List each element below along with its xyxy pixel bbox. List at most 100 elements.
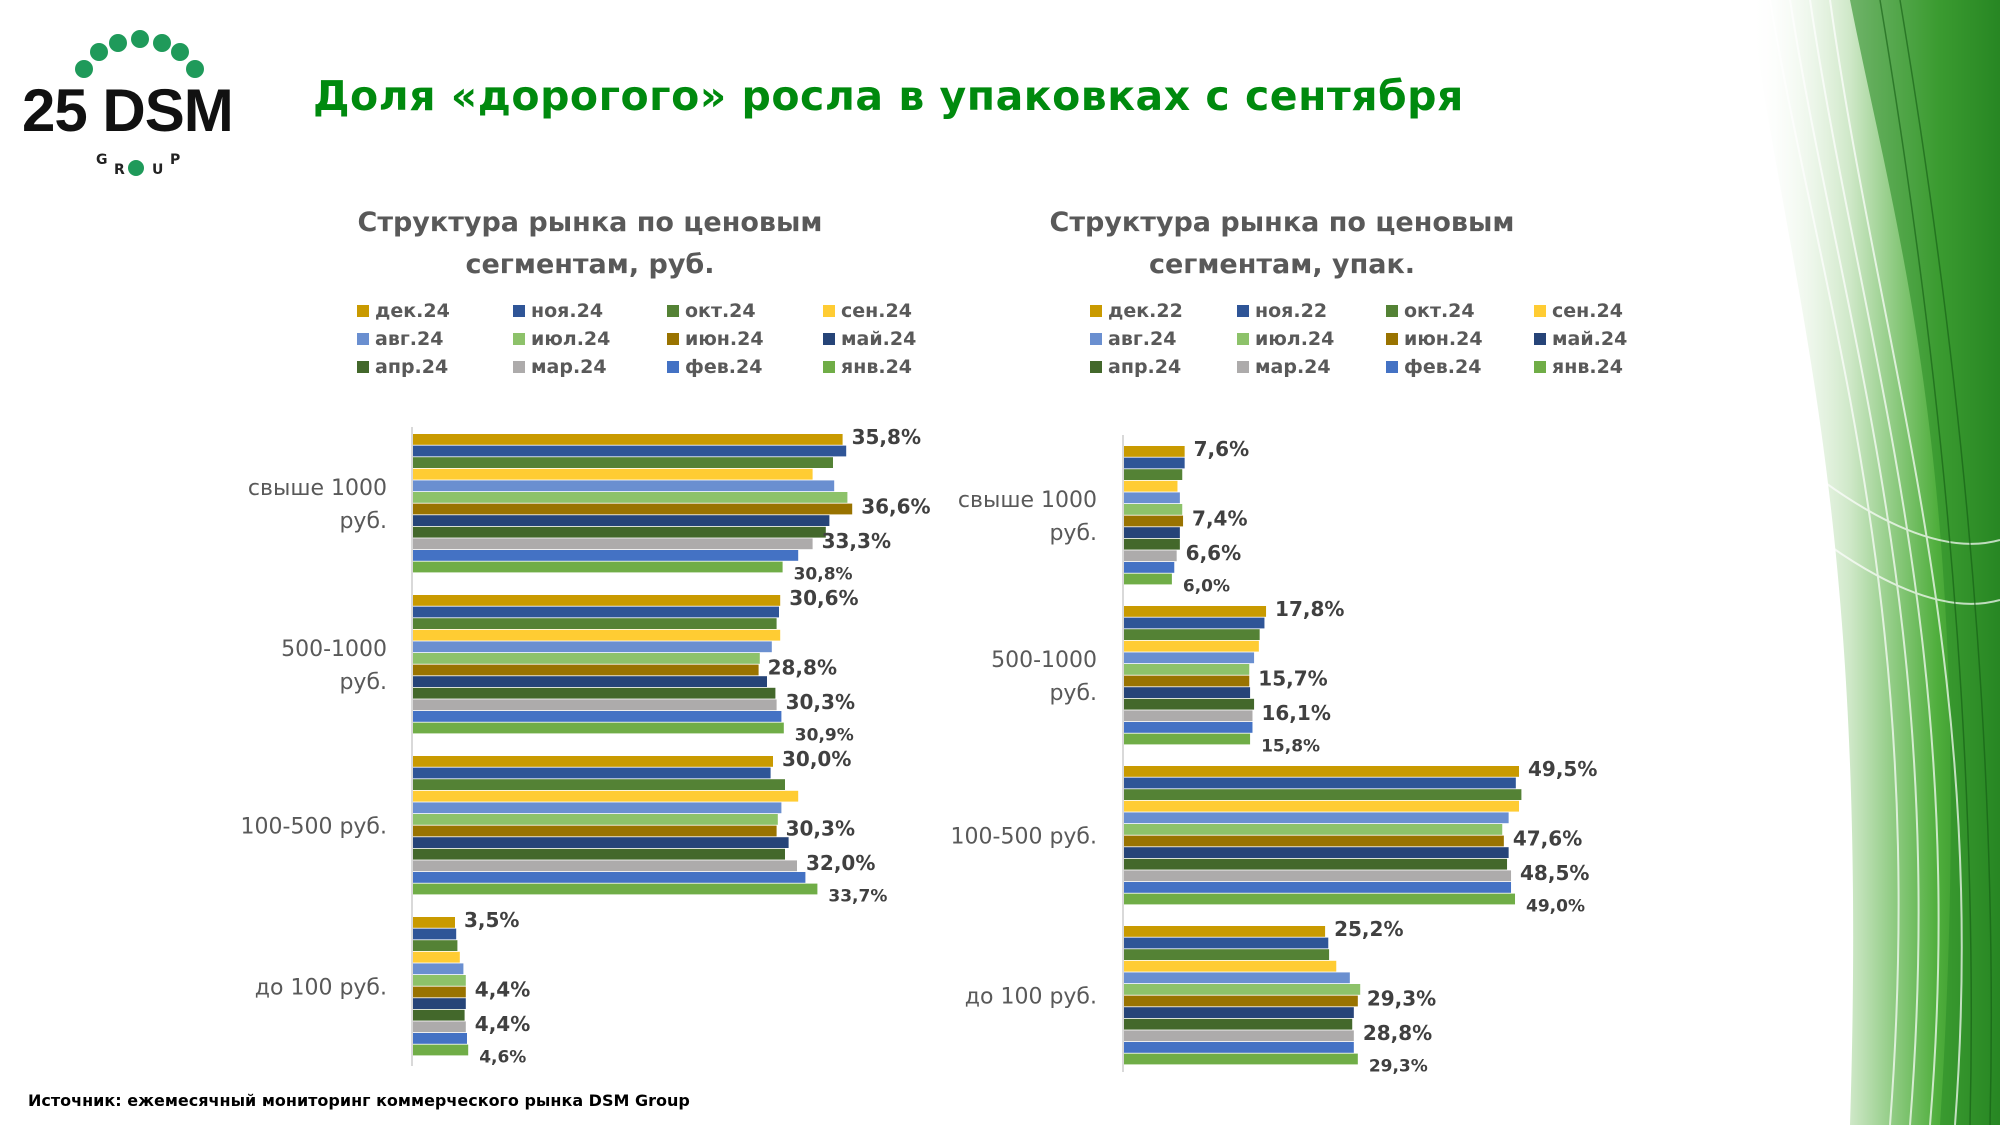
bar <box>1124 457 1185 469</box>
chart-title-line2: сегментам, руб. <box>465 249 715 280</box>
legend-swatch <box>357 361 369 373</box>
data-label: 4,6% <box>479 1047 526 1067</box>
legend-item: апр.24 <box>1090 356 1181 378</box>
legend-swatch <box>1090 361 1102 373</box>
legend-label: июн.24 <box>685 328 764 350</box>
bar <box>1124 640 1259 652</box>
data-label: 32,0% <box>806 851 875 875</box>
category-label: до 100 руб. <box>965 985 1097 1010</box>
bar <box>413 1044 469 1056</box>
legend-swatch <box>667 305 679 317</box>
legend-item: июл.24 <box>513 328 610 350</box>
legend-label: ноя.22 <box>1255 300 1328 322</box>
data-label: 49,0% <box>1526 896 1585 916</box>
bar <box>1124 870 1512 882</box>
legend-swatch <box>1534 305 1546 317</box>
legend-label: фев.24 <box>1404 356 1482 378</box>
bar <box>1124 606 1267 617</box>
bar <box>413 618 777 629</box>
bar <box>1124 960 1337 972</box>
bar <box>413 480 835 492</box>
category-label: свыше 1000 <box>248 476 387 501</box>
bar <box>413 664 759 676</box>
legend-label: окт.24 <box>1404 300 1475 322</box>
data-label: 33,7% <box>828 886 887 906</box>
data-label: 6,6% <box>1186 541 1241 565</box>
bar <box>1124 573 1172 585</box>
legend-swatch <box>1534 333 1546 345</box>
bar <box>413 468 813 480</box>
bar <box>413 676 767 687</box>
category-label: руб. <box>339 670 387 695</box>
bar <box>413 790 799 802</box>
bar <box>413 503 853 515</box>
logo-text: 25 DSM <box>22 77 234 144</box>
bar <box>413 872 806 883</box>
data-label: 36,6% <box>861 494 930 518</box>
data-label: 15,7% <box>1258 666 1327 690</box>
chart-title-line2: сегментам, упак. <box>1148 249 1416 280</box>
legend-swatch <box>1237 333 1249 345</box>
legend-label: дек.24 <box>375 300 450 322</box>
bar <box>1124 527 1180 538</box>
legend-label: июн.24 <box>1404 328 1483 350</box>
legend-item: мар.24 <box>1237 356 1331 378</box>
bar <box>1124 835 1504 847</box>
legend-label: сен.24 <box>1552 300 1623 322</box>
bar <box>1124 1042 1354 1053</box>
data-label: 29,3% <box>1367 986 1436 1010</box>
data-label: 4,4% <box>475 977 530 1001</box>
bar <box>413 825 777 837</box>
svg-text:U: U <box>152 162 163 178</box>
bar <box>1124 812 1509 824</box>
legend-item: авг.24 <box>1090 328 1176 350</box>
bar <box>1124 492 1180 504</box>
legend-label: май.24 <box>841 328 917 350</box>
legend-label: мар.24 <box>1255 356 1331 378</box>
bar <box>1124 733 1251 745</box>
bar <box>413 595 781 606</box>
svg-text:R: R <box>114 162 125 178</box>
legend-item: окт.24 <box>1386 300 1475 322</box>
bar <box>413 767 771 779</box>
category-label: 500-1000 <box>991 648 1097 673</box>
legend-label: апр.24 <box>375 356 449 378</box>
bar <box>413 1033 467 1044</box>
legend-label: июл.24 <box>531 328 611 350</box>
legend-item: янв.24 <box>823 356 912 378</box>
category-label: руб. <box>1049 681 1097 706</box>
bar <box>413 986 466 998</box>
data-label: 16,1% <box>1261 701 1330 725</box>
bar <box>413 711 782 722</box>
category-label: до 100 руб. <box>255 976 387 1001</box>
bar <box>413 653 760 664</box>
bar <box>1124 824 1503 835</box>
bar <box>1124 800 1520 812</box>
bar <box>413 457 833 468</box>
bar <box>413 492 848 503</box>
bar <box>1124 789 1522 800</box>
legend-label: мар.24 <box>531 356 607 378</box>
legend-item: дек.24 <box>357 300 450 322</box>
bar <box>413 814 778 825</box>
legend-item: фев.24 <box>1386 356 1481 378</box>
logo-dots-icon: GR UP <box>75 30 204 178</box>
svg-text:G: G <box>96 152 108 168</box>
legend-item: дек.22 <box>1090 300 1183 322</box>
bar <box>413 928 457 940</box>
category-label: свыше 1000 <box>958 488 1097 513</box>
bar <box>1124 687 1251 698</box>
legend-swatch <box>823 305 835 317</box>
legend-swatch <box>823 333 835 345</box>
bar <box>1124 538 1180 550</box>
data-label: 33,3% <box>822 529 891 553</box>
bar <box>1124 722 1253 733</box>
legend-swatch <box>1386 333 1398 345</box>
legend-swatch <box>513 305 525 317</box>
data-label: 4,4% <box>475 1012 530 1036</box>
bar <box>1124 446 1185 457</box>
data-label: 25,2% <box>1334 917 1403 941</box>
category-label: 100-500 руб. <box>951 825 1097 850</box>
bar <box>1124 937 1329 949</box>
